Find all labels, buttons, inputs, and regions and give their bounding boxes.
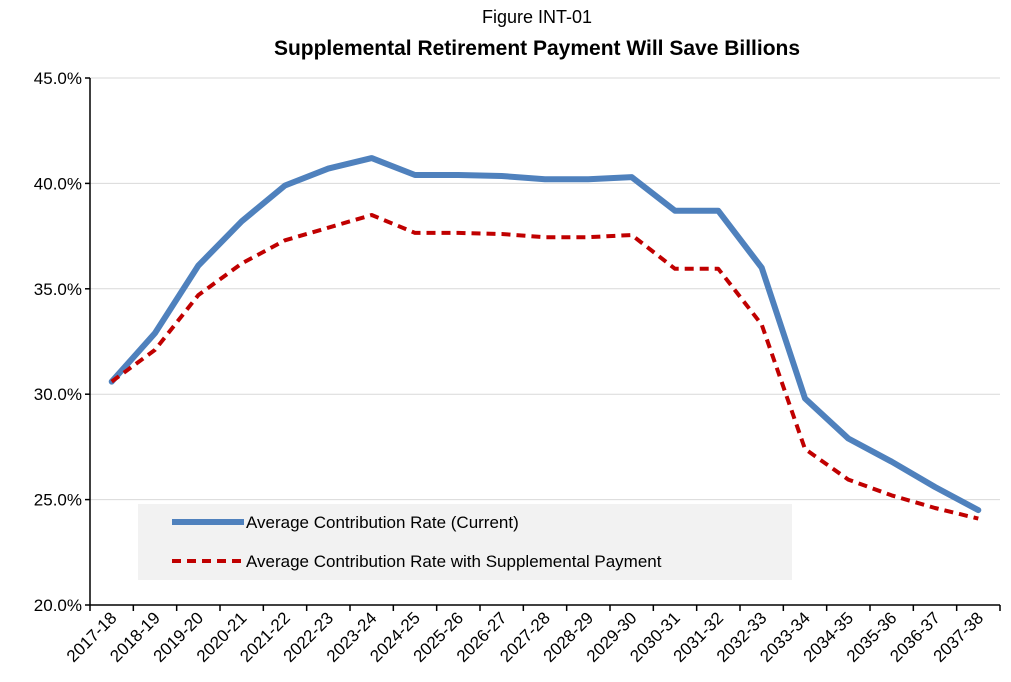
legend-label: Average Contribution Rate with Supplemen… — [246, 552, 662, 571]
legend-box — [138, 504, 792, 580]
chart-subtitle: Figure INT-01 — [482, 7, 592, 27]
y-tick-label: 20.0% — [34, 596, 82, 615]
y-tick-label: 35.0% — [34, 280, 82, 299]
series-line — [110, 213, 979, 521]
axes — [85, 77, 1001, 611]
y-tick-label: 45.0% — [34, 69, 82, 88]
series-lines — [108, 155, 982, 521]
legend: Average Contribution Rate (Current) Avera… — [138, 504, 792, 580]
legend-label: Average Contribution Rate (Current) — [246, 513, 519, 532]
gridlines — [90, 77, 1000, 501]
series-line — [108, 155, 982, 514]
y-tick-label: 30.0% — [34, 385, 82, 404]
y-tick-label: 40.0% — [34, 174, 82, 193]
y-tick-labels: 20.0% 25.0% 30.0% 35.0% 40.0% 45.0% — [34, 69, 82, 615]
x-tick-labels: 2017-182018-192019-202020-212021-222022-… — [63, 608, 987, 666]
y-tick-label: 25.0% — [34, 491, 82, 510]
chart-title: Supplemental Retirement Payment Will Sav… — [274, 37, 800, 60]
